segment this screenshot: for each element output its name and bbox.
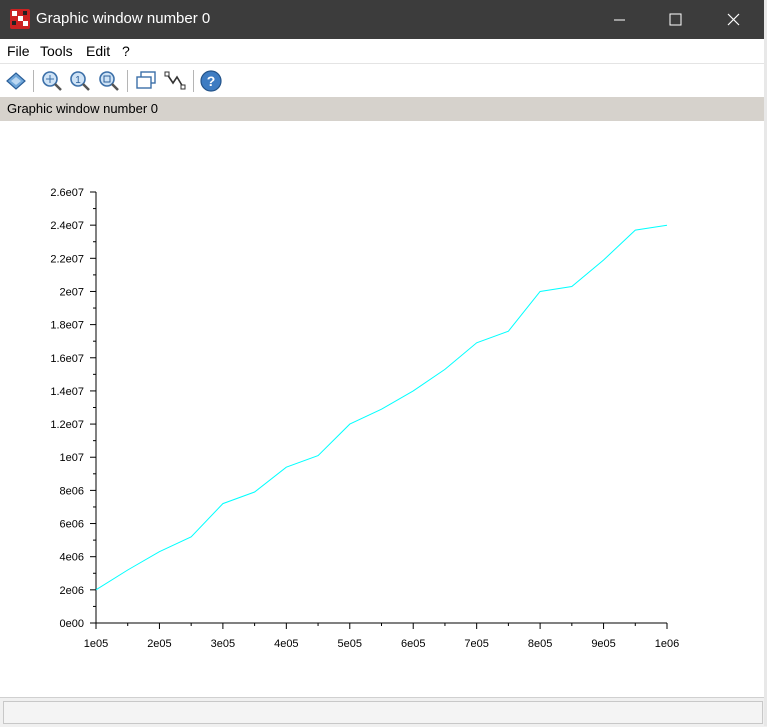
y-tick-label: 2.2e07 [50,253,84,265]
zoom-grid-icon[interactable] [40,69,64,93]
close-icon [727,13,740,26]
x-tick-label: 3e05 [211,638,235,650]
title-bar: Graphic window number 0 [0,0,767,39]
y-tick-label: 8e06 [60,485,84,497]
y-tick-label: 2e06 [60,585,84,597]
scilab-app-icon [10,9,30,29]
y-tick-label: 6e06 [60,519,84,531]
y-tick-label: 4e06 [60,552,84,564]
window-border [764,0,767,726]
toolbar-separator [33,70,34,92]
minimize-icon [614,19,625,21]
y-tick-label: 0e00 [60,618,84,630]
y-tick-label: 1.6e07 [50,353,84,365]
data-tip-icon[interactable] [134,69,158,93]
svg-text:1: 1 [75,75,81,86]
minimize-button[interactable] [590,0,648,39]
y-tick-label: 1.8e07 [50,320,84,332]
x-tick-label: 2e05 [147,638,171,650]
info-bar: Graphic window number 0 [0,97,767,121]
toolbar: 1 ? [0,63,767,98]
svg-text:?: ? [207,73,216,89]
y-tick-label: 1.4e07 [50,386,84,398]
x-tick-label: 8e05 [528,638,552,650]
toolbar-separator [193,70,194,92]
x-tick-label: 6e05 [401,638,425,650]
menu-file[interactable]: File [7,43,30,59]
close-button[interactable] [704,0,762,39]
x-tick-label: 1e05 [84,638,108,650]
edit-datatip-icon[interactable] [163,69,187,93]
maximize-icon [669,13,682,26]
y-tick-label: 2e07 [60,286,84,298]
zoom-original-icon[interactable]: 1 [68,69,92,93]
help-icon[interactable]: ? [199,69,223,93]
x-tick-label: 5e05 [338,638,362,650]
maximize-button[interactable] [646,0,704,39]
x-tick-label: 9e05 [591,638,615,650]
menu-bar: File Tools Edit ? [0,39,767,63]
series-line [95,224,668,591]
graphic-canvas[interactable]: 1e05 2e05 3e05 4e05 5e05 6e05 7e05 8e05 9e05 1e06… [0,121,767,697]
2d-3d-rotate-icon[interactable] [4,69,28,93]
status-field [3,701,763,724]
y-tick-label: 1.2e07 [50,419,84,431]
menu-tools[interactable]: Tools [40,43,73,59]
x-tick-label: 4e05 [274,638,298,650]
y-tick-label: 2.4e07 [50,220,84,232]
menu-help[interactable]: ? [122,43,130,59]
y-tick-label: 2.6e07 [50,187,84,199]
x-tick-label: 1e06 [655,638,679,650]
x-tick-label: 7e05 [464,638,488,650]
window-title: Graphic window number 0 [36,10,211,27]
info-bar-text: Graphic window number 0 [7,101,159,116]
toolbar-separator [127,70,128,92]
status-bar [0,697,767,727]
zoom-icon[interactable] [97,69,121,93]
plot-area: 1e05 2e05 3e05 4e05 5e05 6e05 7e05 8e05 9e05 1e06… [50,187,679,650]
y-tick-label: 1e07 [60,452,84,464]
menu-edit[interactable]: Edit [86,43,111,59]
